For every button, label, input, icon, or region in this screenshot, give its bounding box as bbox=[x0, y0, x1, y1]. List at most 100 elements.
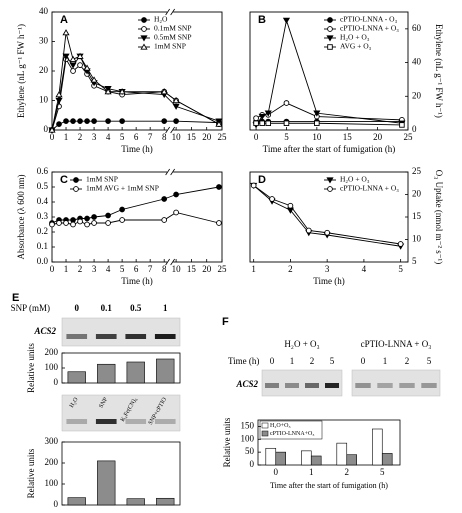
y-tick-label: 0.5 bbox=[37, 181, 49, 191]
y-tick-label: 300 bbox=[45, 436, 59, 446]
marker bbox=[172, 103, 180, 110]
x-tick-label: 3 bbox=[92, 132, 97, 142]
gel bbox=[61, 394, 181, 432]
panel-label: F bbox=[222, 316, 229, 328]
legend-label: cPTIO-LNNA - O₃ bbox=[340, 15, 398, 24]
marker bbox=[399, 122, 405, 128]
marker bbox=[62, 29, 70, 36]
lane-label: SNP bbox=[98, 396, 109, 409]
gel-band bbox=[154, 419, 176, 424]
marker bbox=[84, 118, 90, 125]
legend-label: 0.1mM SNP bbox=[154, 24, 192, 33]
legend-marker bbox=[140, 35, 148, 42]
marker bbox=[313, 110, 321, 117]
marker bbox=[69, 62, 77, 69]
x-tick-label: 15 bbox=[187, 264, 197, 274]
marker bbox=[63, 118, 69, 125]
series-line bbox=[51, 32, 220, 131]
legend-label: cPTIO-LNNA + O₃ bbox=[340, 184, 399, 193]
marker bbox=[83, 64, 91, 71]
y-tick-label: 40 bbox=[39, 6, 49, 16]
legend-marker bbox=[326, 177, 334, 184]
y-tick-label: 100 bbox=[45, 362, 59, 372]
series-line bbox=[51, 120, 219, 131]
axis-break bbox=[170, 8, 175, 16]
x-tick-label: 15 bbox=[187, 132, 197, 142]
x-tick-label: 20 bbox=[373, 132, 383, 142]
bar bbox=[156, 497, 175, 506]
series-line bbox=[51, 212, 220, 225]
y-tick-label: 0.6 bbox=[37, 166, 49, 176]
bar bbox=[97, 460, 116, 506]
bar bbox=[310, 455, 322, 466]
y-tick-label: 0.3 bbox=[37, 211, 49, 221]
y-tick-label: 40 bbox=[412, 57, 422, 67]
legend-marker bbox=[141, 17, 147, 23]
bar bbox=[265, 447, 277, 466]
legend-label: H₂O + O₃ bbox=[340, 175, 370, 184]
x-tick-label: 4 bbox=[106, 264, 111, 274]
legend-marker bbox=[327, 26, 333, 32]
y-axis-label: Ethylene (nL g⁻¹ FW h⁻¹) bbox=[16, 24, 26, 118]
marker bbox=[161, 118, 168, 125]
legend-label: 1mM SNP bbox=[154, 42, 186, 51]
series-line bbox=[253, 185, 401, 245]
marker bbox=[119, 118, 125, 125]
legend-label: H₂O + O₃ bbox=[340, 33, 370, 42]
y-tick-label: 60 bbox=[412, 23, 422, 33]
marker bbox=[91, 220, 97, 226]
lane-label: H₂O bbox=[69, 396, 80, 409]
legend-label: cPTIO-LNNA + O₃ bbox=[340, 24, 399, 33]
legend-label: AVG + O₃ bbox=[340, 42, 372, 51]
marker bbox=[63, 220, 69, 226]
lane-label: 1 bbox=[290, 356, 295, 366]
series-line bbox=[51, 57, 220, 131]
gel bbox=[351, 369, 441, 397]
x-tick-label: 0 bbox=[50, 132, 55, 142]
y-axis-label: Ethylene (nL g⁻¹ FW h⁻¹) bbox=[434, 24, 444, 118]
axis-break bbox=[170, 258, 175, 266]
legend-label: 1mM AVG + 1mM SNP bbox=[86, 184, 159, 193]
marker bbox=[62, 53, 70, 60]
marker bbox=[259, 120, 265, 127]
panel-label: E bbox=[12, 292, 19, 304]
marker bbox=[160, 88, 168, 95]
marker bbox=[70, 68, 76, 74]
gel-band bbox=[95, 334, 117, 339]
axis-break-gap bbox=[167, 127, 174, 133]
y-tick-label: 0.1 bbox=[37, 241, 48, 251]
y-tick-label: 150 bbox=[241, 420, 255, 430]
bar bbox=[126, 361, 145, 384]
x-tick-label: 5 bbox=[284, 132, 289, 142]
lane-label: 5 bbox=[427, 356, 432, 366]
panel-label: A bbox=[60, 14, 68, 26]
marker bbox=[397, 241, 404, 247]
axis-break bbox=[165, 168, 170, 176]
x-tick-label: 25 bbox=[218, 132, 228, 142]
plot-frame bbox=[61, 441, 181, 506]
marker bbox=[90, 76, 98, 83]
y-axis-label: Absorbance (λ 600 nm) bbox=[16, 174, 26, 259]
x-axis-label: Time after the start of fumigation (h) bbox=[270, 481, 388, 490]
x-tick-label: 8 bbox=[162, 264, 167, 274]
x-axis-label: Time (h) bbox=[313, 276, 344, 286]
marker bbox=[172, 97, 180, 104]
x-tick-label: 25 bbox=[218, 264, 228, 274]
gel-gene: ACS2 bbox=[33, 326, 56, 336]
y-axis-label: Relative units bbox=[222, 417, 232, 467]
marker bbox=[84, 221, 90, 228]
marker bbox=[56, 220, 62, 226]
marker bbox=[70, 221, 76, 228]
marker bbox=[264, 110, 272, 117]
legend-label: H₂O+O₃ bbox=[270, 423, 291, 429]
y-tick-label: 0 bbox=[412, 124, 417, 134]
y-tick-label: 50 bbox=[245, 446, 255, 456]
axis-break bbox=[165, 126, 170, 134]
lane-label: 0.5 bbox=[130, 303, 142, 313]
marker bbox=[119, 206, 125, 213]
plot-frame bbox=[257, 419, 401, 466]
y-tick-label: 0.0 bbox=[37, 256, 49, 266]
marker bbox=[258, 113, 266, 121]
y-tick-label: 0 bbox=[54, 377, 59, 387]
